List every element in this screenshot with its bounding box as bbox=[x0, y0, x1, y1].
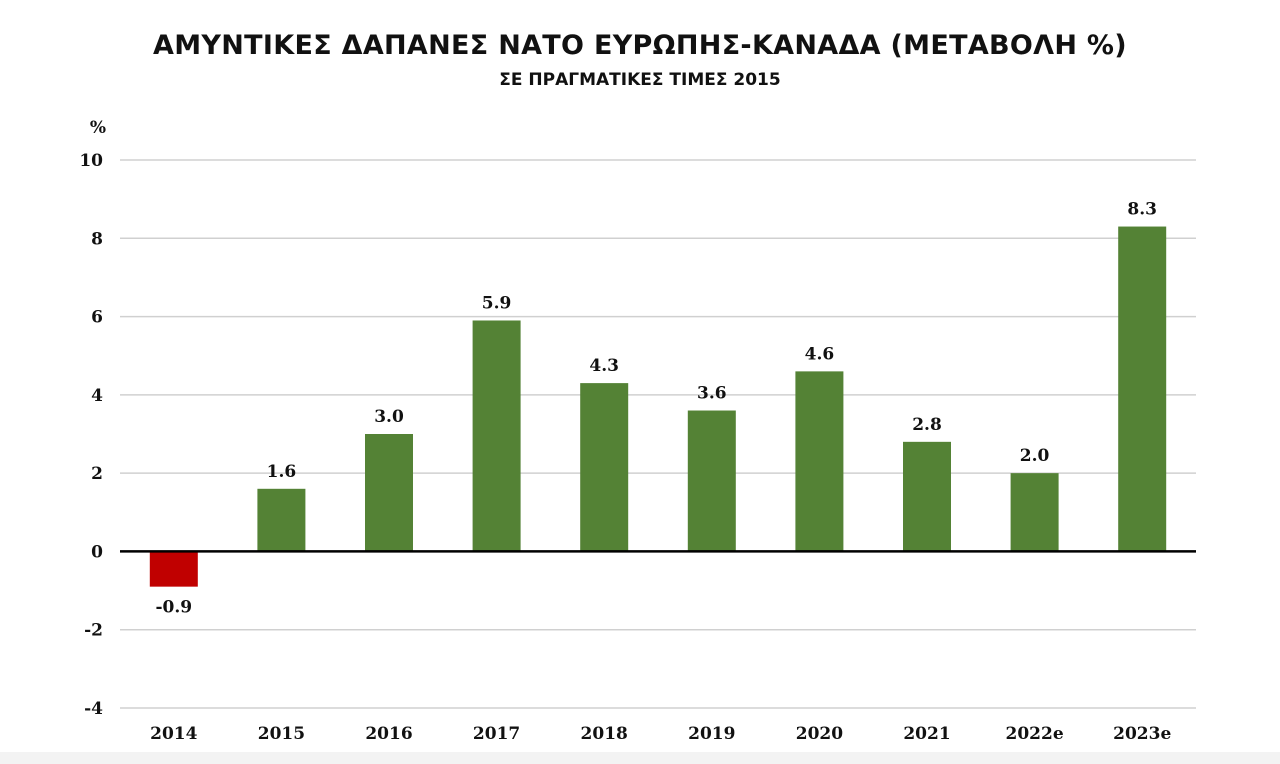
bar-2017 bbox=[472, 320, 521, 552]
x-tick-label: 2019 bbox=[688, 724, 735, 744]
y-tick-label: 0 bbox=[91, 542, 103, 562]
data-label: 5.9 bbox=[482, 293, 512, 313]
bar-2019 bbox=[687, 410, 736, 552]
bar-2016 bbox=[365, 434, 413, 552]
data-label: 3.0 bbox=[374, 407, 404, 427]
bars bbox=[149, 226, 1167, 587]
y-tick-label: 8 bbox=[91, 229, 103, 249]
x-tick-label: 2017 bbox=[473, 724, 520, 744]
x-tick-label: 2014 bbox=[150, 724, 197, 744]
x-tick-label: 2018 bbox=[581, 724, 628, 744]
data-label: 2.8 bbox=[912, 415, 942, 435]
data-label: 1.6 bbox=[267, 462, 297, 482]
y-tick-label: -2 bbox=[84, 621, 103, 641]
bar-2022e bbox=[1010, 473, 1059, 552]
x-tick-labels: 2014 2015 2016 2017 2018 2019 2020 2021 2022e 202… bbox=[150, 724, 1171, 744]
y-tick-label: 6 bbox=[91, 308, 103, 328]
x-tick-label: 2015 bbox=[258, 724, 305, 744]
bar-2015 bbox=[257, 488, 306, 552]
data-label: 4.6 bbox=[805, 344, 835, 364]
bar-2018 bbox=[580, 383, 629, 552]
gridlines bbox=[120, 159, 1196, 709]
data-label: 2.0 bbox=[1020, 446, 1050, 466]
data-label: 4.3 bbox=[589, 356, 619, 376]
data-label: 8.3 bbox=[1127, 200, 1157, 220]
x-tick-label: 2016 bbox=[365, 724, 412, 744]
y-tick-label: 2 bbox=[91, 464, 103, 484]
data-label: 3.6 bbox=[697, 384, 727, 404]
y-tick-label: 4 bbox=[91, 386, 103, 406]
bar-2020 bbox=[795, 371, 844, 552]
x-tick-label: 2021 bbox=[903, 724, 950, 744]
chart-title: ΑΜΥΝΤΙΚΕΣ ΔΑΠΑΝΕΣ ΝΑΤΟ ΕΥΡΩΠΗΣ-ΚΑΝΑΔΑ (Μ… bbox=[153, 30, 1127, 61]
bar-2014 bbox=[149, 551, 198, 587]
y-tick-label: 10 bbox=[79, 151, 103, 171]
x-tick-label: 2022e bbox=[1006, 724, 1064, 744]
x-tick-label: 2023e bbox=[1113, 724, 1171, 744]
y-tick-labels: -4 -2 0 2 4 6 8 10 bbox=[79, 151, 103, 719]
data-labels: -0.9 1.6 3.0 5.9 4.3 3.6 4.6 2.8 2.0 8.3 bbox=[155, 200, 1157, 618]
x-tick-label: 2020 bbox=[796, 724, 843, 744]
bar-2021 bbox=[903, 441, 951, 552]
y-axis-label: % bbox=[90, 118, 106, 138]
y-tick-label: -4 bbox=[84, 699, 103, 719]
bottom-strip bbox=[0, 752, 1280, 764]
chart-subtitle: ΣΕ ΠΡΑΓΜΑΤΙΚΕΣ ΤΙΜΕΣ 2015 bbox=[499, 70, 781, 90]
data-label: -0.9 bbox=[155, 598, 192, 618]
bar-2023e bbox=[1118, 226, 1167, 552]
